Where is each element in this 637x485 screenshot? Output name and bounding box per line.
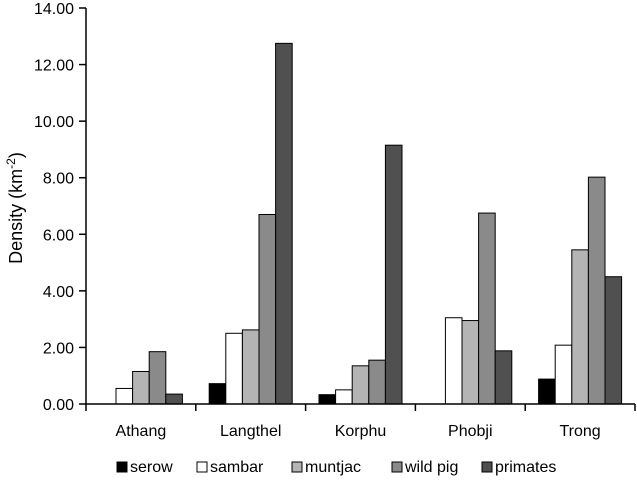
bar-sambar xyxy=(444,317,463,405)
bar-primates xyxy=(384,144,403,405)
bar-primates xyxy=(604,276,623,405)
y-tick-label: 4.00 xyxy=(43,284,74,301)
bars xyxy=(115,42,623,405)
bar-wild-pig xyxy=(148,351,167,405)
bar-wild-pig xyxy=(587,176,606,405)
legend-label: primates xyxy=(495,459,556,476)
y-axis-label-main: Density (km xyxy=(6,169,26,264)
category-label: Athang xyxy=(116,423,167,440)
y-tick-label: 10.00 xyxy=(34,114,74,131)
bar-sambar xyxy=(554,344,573,405)
bar-serow xyxy=(318,394,337,405)
y-axis-label-sup: -2 xyxy=(4,158,18,169)
y-tick-label: 14.00 xyxy=(34,1,74,18)
category-label: Trong xyxy=(559,423,600,440)
bar-primates xyxy=(275,42,293,405)
legend-swatch xyxy=(116,461,128,473)
bar-muntjac xyxy=(132,370,150,405)
legend-swatch xyxy=(291,461,303,473)
y-axis-label: Density (km-2) xyxy=(4,152,26,264)
legend: serow sambar muntjac wild pig primates xyxy=(116,459,556,476)
legend-swatch xyxy=(391,461,403,473)
bar-serow xyxy=(538,378,556,405)
legend-label: muntjac xyxy=(305,459,361,476)
y-tick-label: 8.00 xyxy=(43,171,74,188)
bar-primates xyxy=(494,350,513,405)
x-axis: Athang Langthel Korphu Phobji Trong xyxy=(85,403,636,440)
bar-wild-pig xyxy=(258,213,277,405)
bar-serow xyxy=(208,383,227,405)
y-axis: 0.00 2.00 4.00 6.00 8.00 10.00 12.00 14.00 xyxy=(34,1,87,414)
bar-sambar xyxy=(335,389,353,405)
category-label: Langthel xyxy=(220,423,281,440)
category-label: Korphu xyxy=(335,423,387,440)
category-label: Phobji xyxy=(448,423,492,440)
bar-muntjac xyxy=(241,329,260,405)
legend-label: serow xyxy=(130,459,173,476)
bar-sambar xyxy=(225,332,243,405)
legend-label: wild pig xyxy=(404,459,458,476)
bar-wild-pig xyxy=(478,212,496,405)
legend-swatch xyxy=(196,461,208,473)
legend-swatch xyxy=(481,461,493,473)
y-axis-label-close: ) xyxy=(6,152,26,158)
y-tick-label: 6.00 xyxy=(43,227,74,244)
y-tick-label: 0.00 xyxy=(43,397,74,414)
y-tick-label: 12.00 xyxy=(34,58,74,75)
bar-sambar xyxy=(115,387,134,405)
bar-muntjac xyxy=(571,249,589,405)
bar-muntjac xyxy=(351,365,370,405)
bar-muntjac xyxy=(461,320,480,405)
bar-wild-pig xyxy=(368,359,386,405)
legend-label: sambar xyxy=(210,459,264,476)
bar-primates xyxy=(165,393,183,405)
y-tick-label: 2.00 xyxy=(43,340,74,357)
